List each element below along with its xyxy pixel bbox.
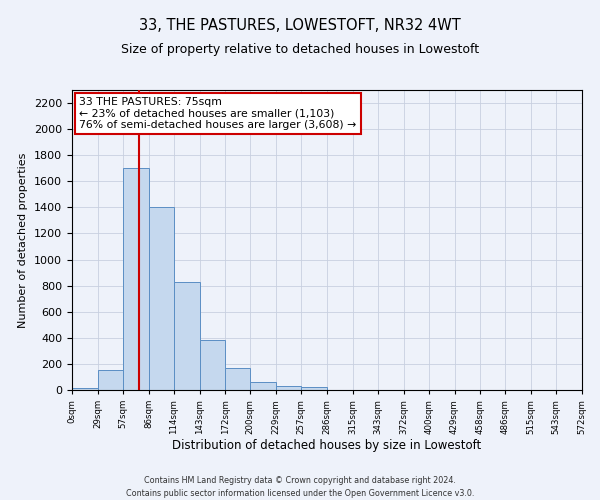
Y-axis label: Number of detached properties: Number of detached properties xyxy=(19,152,28,328)
Text: 33 THE PASTURES: 75sqm
← 23% of detached houses are smaller (1,103)
76% of semi-: 33 THE PASTURES: 75sqm ← 23% of detached… xyxy=(79,97,356,130)
Bar xyxy=(72,388,98,390)
Bar xyxy=(301,388,327,390)
Bar xyxy=(226,368,250,390)
Bar xyxy=(173,282,199,390)
Bar xyxy=(199,340,226,390)
Text: 33, THE PASTURES, LOWESTOFT, NR32 4WT: 33, THE PASTURES, LOWESTOFT, NR32 4WT xyxy=(139,18,461,32)
Bar xyxy=(250,382,276,390)
X-axis label: Distribution of detached houses by size in Lowestoft: Distribution of detached houses by size … xyxy=(172,440,482,452)
Bar xyxy=(123,168,149,390)
Text: Contains HM Land Registry data © Crown copyright and database right 2024.: Contains HM Land Registry data © Crown c… xyxy=(144,476,456,485)
Bar xyxy=(276,386,301,390)
Bar xyxy=(98,370,123,390)
Bar xyxy=(149,208,173,390)
Text: Size of property relative to detached houses in Lowestoft: Size of property relative to detached ho… xyxy=(121,42,479,56)
Text: Contains public sector information licensed under the Open Government Licence v3: Contains public sector information licen… xyxy=(126,488,474,498)
